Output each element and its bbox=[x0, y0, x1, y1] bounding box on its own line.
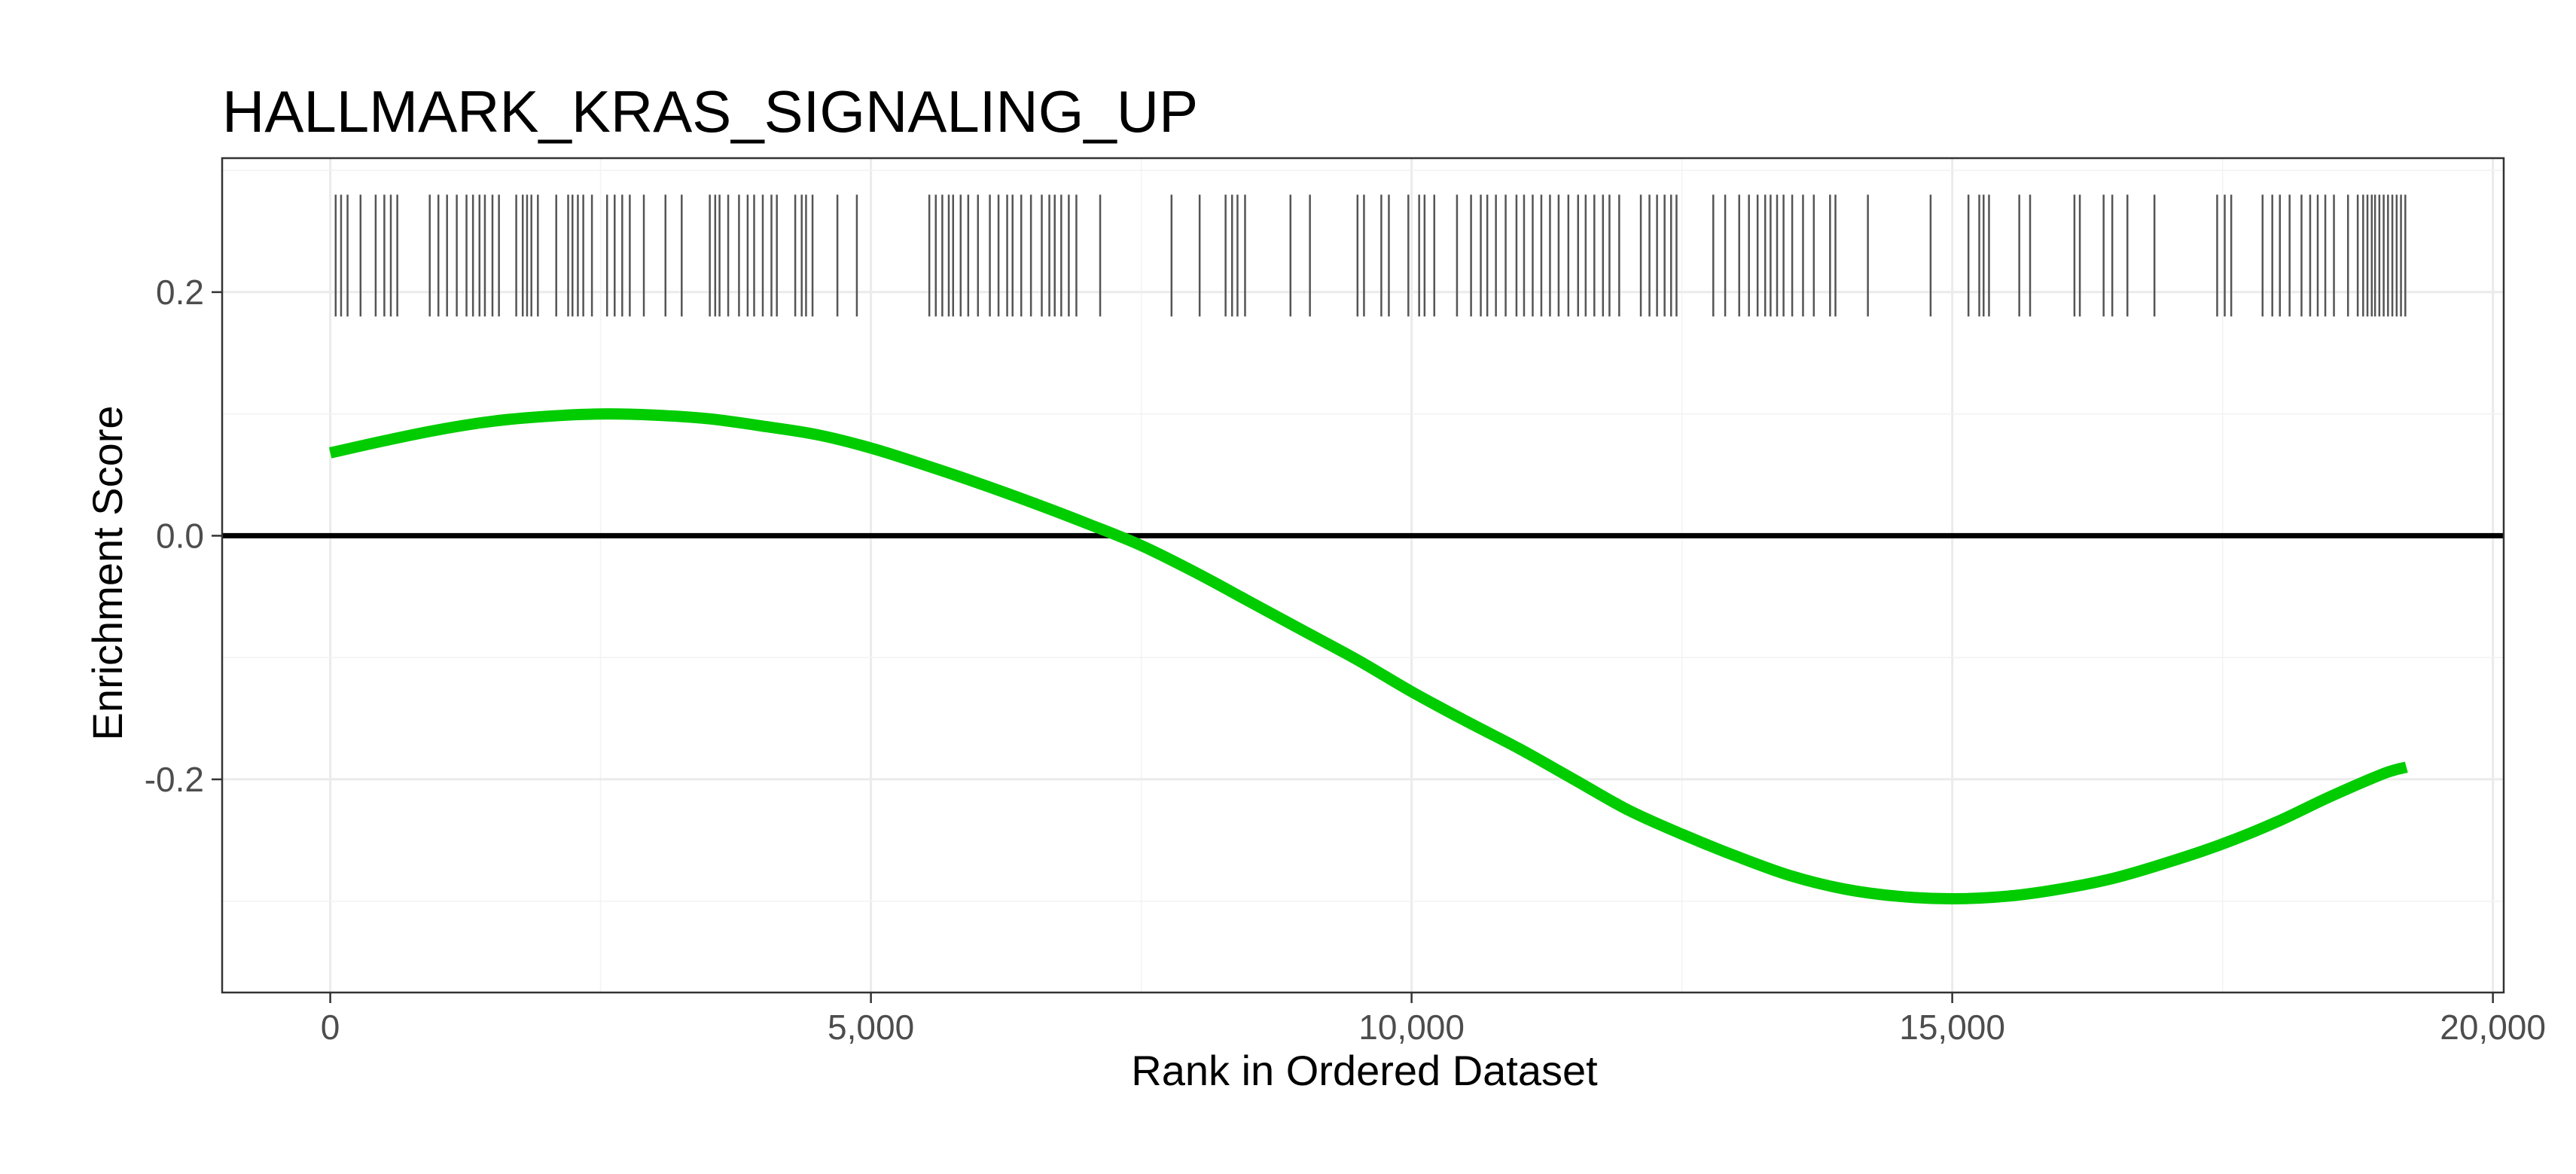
x-tick-label: 0 bbox=[321, 1008, 340, 1047]
gene-hit-rug bbox=[334, 194, 2407, 317]
y-axis-label: Enrichment Score bbox=[84, 405, 131, 740]
enrichment-curve bbox=[328, 408, 2408, 904]
y-tick-label: -0.2 bbox=[145, 760, 204, 799]
x-axis-label: Rank in Ordered Dataset bbox=[1131, 1047, 1598, 1094]
x-tick-label: 15,000 bbox=[1899, 1008, 2005, 1047]
x-axis-ticks: 0 5,000 10,000 15,000 20,000 bbox=[321, 993, 2546, 1047]
x-tick-label: 10,000 bbox=[1358, 1008, 1465, 1047]
y-tick-label: 0.2 bbox=[156, 273, 204, 312]
x-tick-label: 5,000 bbox=[828, 1008, 914, 1047]
chart-title: HALLMARK_KRAS_SIGNALING_UP bbox=[222, 78, 1198, 145]
y-tick-label: 0.0 bbox=[156, 516, 204, 555]
enrichment-score-line bbox=[328, 408, 2408, 904]
x-tick-label: 20,000 bbox=[2440, 1008, 2546, 1047]
y-axis-ticks: -0.2 0.0 0.2 bbox=[145, 273, 222, 799]
panel-border bbox=[221, 157, 2505, 994]
